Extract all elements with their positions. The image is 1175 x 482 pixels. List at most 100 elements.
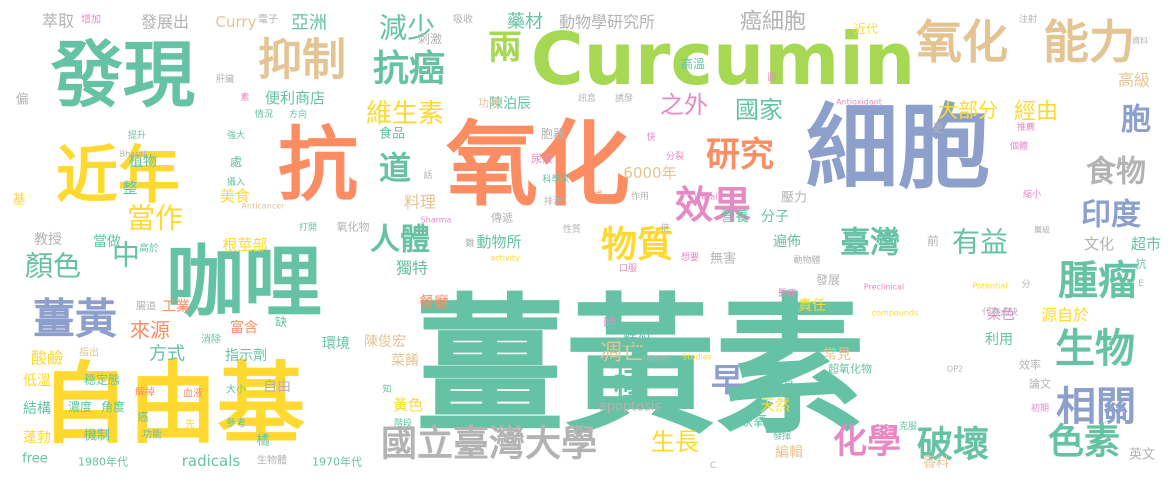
cloud-word: 高於 <box>139 242 159 255</box>
cloud-word: 菜餚 <box>391 352 419 369</box>
cloud-word: 減少 <box>379 12 435 45</box>
cloud-word: 營養 <box>721 208 749 225</box>
cloud-word: 階段 <box>394 417 412 429</box>
cloud-word: 近代 <box>854 22 878 36</box>
cloud-word: 攝入 <box>227 176 245 188</box>
cloud-word: 生長 <box>651 428 699 456</box>
cloud-word: Sharma <box>421 216 452 225</box>
cloud-word: 近年 <box>56 139 180 212</box>
cloud-word: 胞 <box>1121 103 1151 138</box>
cloud-word: 類似 <box>623 334 651 350</box>
cloud-word: 氧化 <box>446 112 630 219</box>
cloud-word: 自由 <box>263 379 291 395</box>
cloud-word: 細胞 <box>806 95 990 202</box>
cloud-word: 1980年代 <box>78 455 128 469</box>
cloud-word: 排泄 <box>544 195 562 207</box>
cloud-word: 推薦 <box>1017 121 1035 133</box>
cloud-word: 代謝太快 <box>982 306 1018 318</box>
cloud-word: 黃色 <box>393 396 423 414</box>
cloud-word: 超氧化物 <box>828 362 872 376</box>
cloud-word: 情況 <box>255 108 273 120</box>
cloud-word: 富含 <box>230 319 258 336</box>
cloud-word: 消除 <box>201 333 221 346</box>
cloud-word: 結構 <box>23 401 51 417</box>
cloud-word: 科學家 <box>542 173 569 185</box>
cloud-word: 超市 <box>1131 235 1161 253</box>
cloud-word: Curry <box>216 13 257 31</box>
cloud-word: 素 <box>240 91 249 103</box>
cloud-word: 氧化物 <box>337 220 370 234</box>
cloud-word: 處 <box>230 155 242 169</box>
cloud-word: Clinical <box>689 193 718 202</box>
cloud-word: 工業 <box>162 299 190 315</box>
cloud-word: Curcumin <box>531 17 916 101</box>
cloud-word: 之外 <box>660 91 708 119</box>
cloud-word: 薑黃素 <box>415 281 865 455</box>
cloud-word: 亞洲 <box>291 13 327 34</box>
cloud-word: 染色 <box>987 306 1015 323</box>
cloud-word: 6000年 <box>623 164 676 182</box>
cloud-word: 想要 <box>681 251 699 263</box>
cloud-word: 利用 <box>985 332 1013 348</box>
cloud-word: 英文 <box>1129 448 1155 463</box>
cloud-word: 陳泊辰 <box>489 96 531 112</box>
cloud-word: 發現 <box>50 33 195 117</box>
cloud-word: 功能 <box>142 428 162 441</box>
cloud-word: 植物 <box>129 154 157 170</box>
cloud-word: 快 <box>646 131 655 143</box>
cloud-word: 教授 <box>34 232 62 248</box>
cloud-word: 缺氧 <box>739 414 767 430</box>
cloud-word: 文化 <box>1084 235 1114 253</box>
cloud-word: 功效 <box>478 96 500 110</box>
cloud-word: apoptosis <box>599 400 662 415</box>
cloud-word: 責任 <box>798 298 826 314</box>
cloud-word: 血液 <box>183 387 203 400</box>
cloud-word: 編輯 <box>775 445 803 461</box>
cloud-word: 低溫 <box>23 373 51 389</box>
cloud-word: 抑制 <box>258 35 346 86</box>
cloud-word: 萃取 <box>42 12 74 31</box>
cloud-word: 酸鹼 <box>31 349 63 368</box>
cloud-word: 腸道 <box>136 300 156 313</box>
cloud-word: 當做 <box>93 234 121 250</box>
cloud-word: 癌細胞 <box>740 10 806 35</box>
cloud-word: 大部分 <box>938 98 998 122</box>
cloud-word: 高溫 <box>681 56 705 71</box>
cloud-word: 來源 <box>130 318 170 342</box>
cloud-word: 天然 <box>760 396 790 414</box>
cloud-word: 分子 <box>761 209 789 225</box>
cloud-word: 濃度 <box>68 399 92 414</box>
cloud-word: free <box>22 452 48 467</box>
cloud-word: 肝臟 <box>216 73 234 85</box>
cloud-word: 話 <box>423 169 432 181</box>
cloud-word: OP2 <box>947 365 963 374</box>
cloud-word: 獨特 <box>396 259 428 278</box>
cloud-word: C <box>710 461 716 471</box>
cloud-word: E <box>1138 279 1144 289</box>
cloud-word: 凋亡 <box>600 341 644 366</box>
cloud-word: 抗 <box>1136 257 1147 271</box>
cloud-word: Anticancer <box>242 202 286 211</box>
cloud-word: 偏 <box>15 93 28 108</box>
cloud-word: 遍佈 <box>773 233 801 250</box>
cloud-word: Potential <box>972 282 1007 291</box>
cloud-word: 增加 <box>81 13 101 26</box>
cloud-word: 顏色 <box>25 250 81 283</box>
cloud-word: 能力 <box>1043 15 1135 69</box>
cloud-word: 刺激 <box>418 32 442 46</box>
cloud-word: 尿液 <box>531 152 553 166</box>
cloud-word: 大小 <box>226 383 246 396</box>
cloud-word: 時 <box>603 317 616 332</box>
cloud-word: 化學 <box>833 422 901 462</box>
cloud-word: 高級 <box>1118 71 1150 90</box>
cloud-word: 破壞 <box>917 425 989 466</box>
cloud-word: 便利商店 <box>265 89 325 107</box>
cloud-word: 整 <box>122 179 137 197</box>
cloud-word: 腫瘤 <box>1058 258 1138 304</box>
cloud-word: 藥材 <box>507 12 543 33</box>
cloud-word: 項 <box>778 376 793 394</box>
cloud-word: 吸收 <box>453 13 473 26</box>
cloud-word: 經由 <box>1014 100 1058 125</box>
cloud-word: compounds <box>872 309 918 318</box>
